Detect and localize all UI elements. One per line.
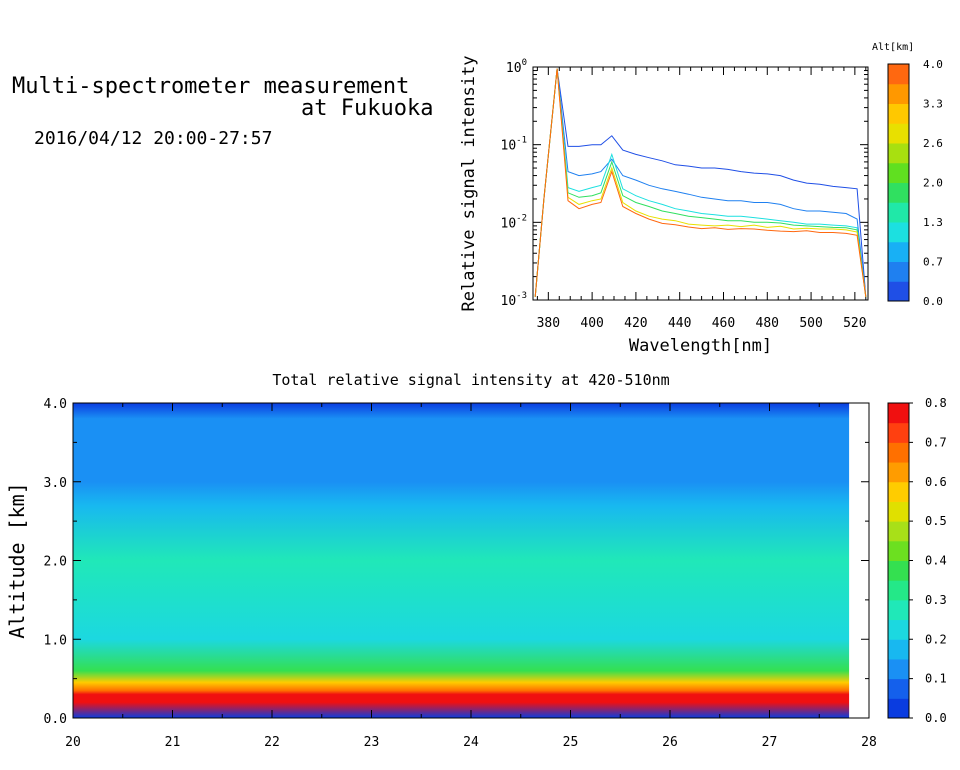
figure-title-line2: at Fukuoka [301, 96, 434, 121]
y-tick-label: 100 [506, 58, 527, 76]
altitude-colorbar-swatch [888, 182, 909, 203]
altitude-colorbar-swatch [888, 241, 909, 262]
intensity-colorbar-swatch [888, 580, 909, 601]
colorbar-tick-label: 2.6 [923, 137, 943, 150]
altitude-colorbar-swatch [888, 103, 909, 124]
y-tick-label: 10-3 [501, 291, 528, 309]
colorbar-tick-label: 0.5 [925, 514, 947, 528]
intensity-colorbar-swatch [888, 540, 909, 561]
colorbar-tick-label: 0.3 [925, 593, 947, 607]
y-axis-label: Altitude [km] [5, 482, 29, 639]
x-tick-label: 440 [668, 316, 691, 331]
intensity-colorbar-swatch [888, 639, 909, 660]
spectrum-line [534, 68, 867, 297]
altitude-colorbar-swatch [888, 202, 909, 223]
altitude-colorbar-swatch [888, 281, 909, 302]
colorbar-tick-label: 0.4 [925, 554, 947, 568]
x-tick-label: 22 [264, 735, 280, 750]
intensity-colorbar-swatch [888, 481, 909, 502]
altitude-colorbar-swatch [888, 64, 909, 85]
intensity-colorbar-swatch [888, 501, 909, 522]
x-axis-label: Wavelength[nm] [629, 336, 772, 356]
x-tick-label: 480 [756, 316, 779, 331]
y-tick-label: 2.0 [44, 555, 67, 570]
altitude-colorbar-swatch [888, 261, 909, 282]
date-range: 2016/04/12 20:00-27:57 [34, 128, 273, 149]
x-tick-label: 460 [712, 316, 735, 331]
x-tick-label: 25 [563, 735, 579, 750]
y-tick-label: 10-1 [501, 136, 528, 154]
altitude-colorbar-swatch [888, 123, 909, 144]
x-tick-label: 24 [463, 735, 479, 750]
spectrum-plot-frame [532, 66, 869, 301]
y-tick-label: 1.0 [44, 633, 67, 648]
colorbar-tick-label: 0.6 [925, 475, 947, 489]
intensity-colorbar-swatch [888, 462, 909, 483]
spectrum-line [534, 68, 867, 297]
x-tick-label: 380 [537, 316, 560, 331]
colorbar-tick-label: 0.1 [925, 672, 947, 686]
colorbar-tick-label: 3.3 [923, 98, 943, 111]
colorbar-tick-label: 0.2 [925, 632, 947, 646]
colorbar-tick-label: 0.8 [925, 396, 947, 410]
x-tick-label: 500 [799, 316, 822, 331]
y-tick-label: 3.0 [44, 476, 67, 491]
altitude-heatmap-chart: 0.0 1.0 2.0 3.0 4.0 20 21 22 23 24 25 26 27 28 Total r… [5, 371, 947, 750]
spectrum-chart: 100 10-1 10-2 10-3 380 400 420 440 460 480 500 520 W… [459, 42, 943, 356]
heatmap-field [73, 403, 850, 718]
intensity-colorbar-swatch [888, 658, 909, 680]
altitude-colorbar-swatch [888, 222, 909, 243]
spectrum-line [534, 68, 867, 297]
x-tick-label: 21 [165, 735, 181, 750]
intensity-colorbar-swatch [888, 619, 909, 640]
intensity-colorbar-swatch [888, 422, 909, 443]
y-axis-label: Relative signal intensity [459, 56, 479, 312]
y-tick-label: 10-2 [501, 213, 528, 231]
x-tick-label: 400 [580, 316, 603, 331]
colorbar-tick-label: 1.3 [923, 216, 943, 229]
spectrum-line [534, 68, 867, 297]
x-tick-label: 520 [843, 316, 866, 331]
colorbar-tick-label: 0.7 [923, 256, 943, 269]
y-tick-label: 4.0 [44, 397, 67, 412]
altitude-colorbar-swatch [888, 83, 909, 104]
x-tick-label: 23 [364, 735, 380, 750]
intensity-colorbar-swatch [888, 442, 909, 463]
colorbar-tick-label: 0.7 [925, 435, 947, 449]
intensity-colorbar-swatch [888, 560, 909, 581]
figure-title-line1: Multi-spectrometer measurement [12, 74, 410, 99]
colorbar-tick-label: 0.0 [925, 711, 947, 725]
intensity-colorbar-swatch [888, 403, 909, 424]
colorbar-label: Alt[km] [872, 42, 914, 53]
x-tick-label: 28 [861, 735, 877, 750]
intensity-colorbar-swatch [888, 599, 909, 621]
colorbar-tick-label: 4.0 [923, 58, 943, 71]
altitude-colorbar-swatch [888, 143, 909, 164]
intensity-colorbar-swatch [888, 698, 909, 719]
altitude-colorbar-frame [887, 63, 910, 302]
altitude-colorbar-swatch [888, 162, 909, 183]
spectrum-line [534, 68, 867, 297]
y-tick-label: 0.0 [44, 712, 67, 727]
x-tick-label: 26 [662, 735, 678, 750]
colorbar-tick-label: 0.0 [923, 295, 943, 308]
x-tick-label: 420 [624, 316, 647, 331]
x-tick-label: 20 [65, 735, 81, 750]
intensity-colorbar-swatch [888, 521, 909, 542]
intensity-colorbar-swatch [888, 678, 909, 699]
heatmap-title: Total relative signal intensity at 420-5… [272, 371, 669, 389]
spectrum-line [534, 68, 867, 297]
x-tick-label: 27 [762, 735, 778, 750]
colorbar-tick-label: 2.0 [923, 177, 943, 190]
